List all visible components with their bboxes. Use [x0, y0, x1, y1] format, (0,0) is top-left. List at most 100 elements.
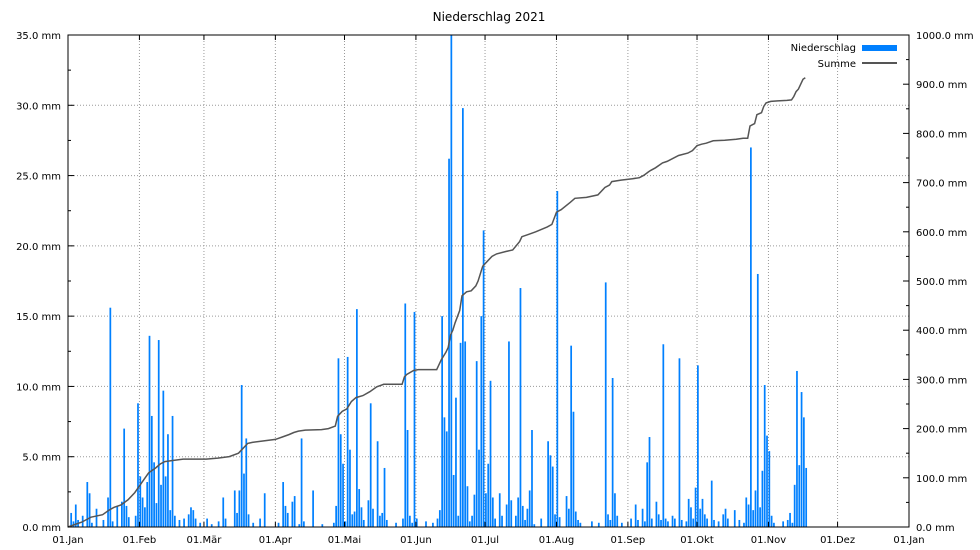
precipitation-bar [752, 510, 755, 527]
precipitation-bar [282, 482, 285, 527]
precipitation-bar [607, 514, 609, 527]
precipitation-bar [146, 482, 149, 527]
x-tick-label: 01.Jun [400, 535, 432, 546]
precipitation-bar [383, 467, 386, 527]
precipitation-bar [369, 403, 372, 527]
precipitation-bar [526, 508, 529, 527]
precipitation-bar [139, 476, 142, 527]
precipitation-bar [570, 345, 573, 527]
precipitation-bar [148, 335, 151, 527]
precipitation-bar [637, 519, 639, 527]
precipitation-bar [194, 518, 197, 527]
y-right-tick-label: 600.0 mm [916, 228, 967, 239]
precipitation-bar [169, 510, 172, 527]
precipitation-bar [662, 344, 665, 527]
precipitation-bar [167, 434, 169, 527]
precipitation-bar [655, 501, 658, 527]
precipitation-bar [524, 519, 526, 527]
precipitation-bar [713, 519, 715, 527]
precipitation-bar [300, 438, 303, 527]
precipitation-bar [286, 512, 289, 527]
precipitation-bar [554, 514, 556, 527]
precipitation-bar [183, 518, 185, 527]
precipitation-bar [263, 493, 266, 527]
precipitation-bar [685, 521, 688, 527]
precipitation-bar [452, 474, 455, 527]
precipitation-bar [335, 505, 338, 527]
y-right-tick-label: 900.0 mm [916, 80, 967, 91]
precipitation-bar [385, 519, 388, 527]
precipitation-bar [528, 490, 531, 527]
precipitation-bar [494, 518, 496, 527]
precipitation-bar [805, 467, 808, 527]
precipitation-bar [457, 515, 460, 527]
precipitation-bar [475, 361, 478, 527]
precipitation-bar [754, 490, 757, 527]
precipitation-bar [673, 518, 676, 527]
precipitation-bar [699, 508, 702, 527]
precipitation-bar [344, 521, 347, 527]
plot-frame [67, 34, 910, 528]
precipitation-bar [770, 515, 773, 527]
precipitation-bar [533, 524, 536, 527]
y-right-tick-label: 0.0 mm [916, 523, 955, 534]
precipitation-bar [445, 431, 448, 527]
precipitation-bar [489, 380, 492, 527]
x-tick-label: 01.Mär [187, 535, 223, 546]
precipitation-bar [773, 522, 775, 527]
precipitation-bar [549, 455, 552, 527]
y-right-tick-label: 800.0 mm [916, 129, 967, 140]
precipitation-bar [360, 507, 363, 527]
precipitation-bar [697, 365, 699, 527]
y-left-tick-label: 5.0 mm [22, 453, 61, 464]
precipitation-bar [508, 341, 510, 527]
precipitation-bar [717, 521, 720, 527]
precipitation-bar [144, 507, 146, 527]
y-left-tick-label: 25.0 mm [16, 172, 61, 183]
precipitation-bar [413, 311, 416, 527]
precipitation-bar [415, 518, 418, 527]
precipitation-bar [367, 500, 370, 527]
precipitation-bar [750, 147, 752, 527]
x-tick-label: 01.Okt [680, 535, 714, 546]
precipitation-bar [402, 518, 404, 527]
precipitation-bar [644, 521, 646, 527]
precipitation-bar [517, 497, 520, 527]
precipitation-bar [510, 500, 513, 527]
x-tick-label: 01.Jan [52, 535, 83, 546]
precipitation-bar [710, 480, 713, 527]
precipitation-bar [680, 519, 683, 527]
precipitation-bar [756, 273, 759, 527]
y-right-tick-label: 1000.0 mm [916, 31, 974, 42]
precipitation-bar [321, 524, 324, 527]
precipitation-bar [298, 524, 301, 527]
precipitation-bar [109, 307, 112, 527]
precipitation-bar [505, 504, 508, 527]
grid-lines [68, 35, 909, 527]
precipitation-bar [409, 515, 411, 527]
precipitation-bar [210, 524, 213, 527]
precipitation-bar [782, 521, 785, 527]
precipitation-bar [501, 515, 503, 527]
precipitation-bar [74, 504, 77, 527]
precipitation-bar [123, 428, 126, 527]
precipitation-bar [738, 519, 741, 527]
precipitation-bar [703, 514, 706, 527]
precipitation-bar [217, 521, 220, 527]
precipitation-bar [471, 515, 473, 527]
axes: 01.Jan 01.Feb 01.Mär 01.Apr 01.Mai 01.Jun 01.J… [16, 31, 974, 546]
precipitation-bar [743, 522, 745, 527]
precipitation-bar [127, 517, 130, 527]
precipitation-bar [291, 501, 294, 527]
x-tick-label: 01.Mai [328, 535, 361, 546]
precipitation-bar [671, 515, 674, 527]
precipitation-bar [362, 519, 365, 527]
chart-title: Niederschlag 2021 [433, 10, 546, 24]
precipitation-bar [466, 486, 469, 527]
precipitation-bar [303, 521, 305, 527]
precipitation-bar [190, 507, 192, 527]
precipitation-bar [701, 498, 704, 527]
precipitation-bar [95, 508, 98, 527]
precipitation-bar [763, 385, 766, 527]
precipitation-bar [793, 484, 796, 527]
